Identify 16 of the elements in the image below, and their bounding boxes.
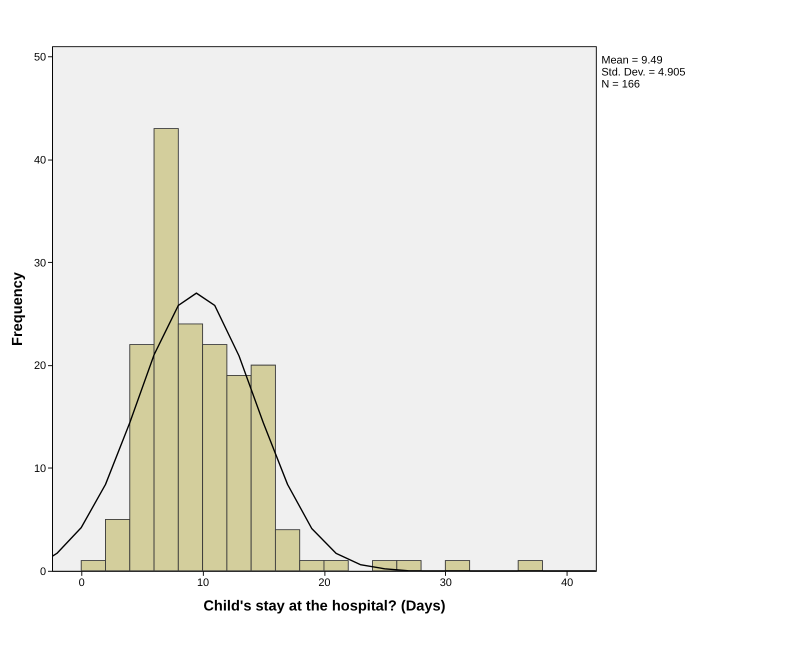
y-tick-label: 30 (34, 257, 46, 270)
y-tick-label: 40 (34, 154, 46, 167)
text: Mean = 9.49 (601, 54, 663, 67)
x-axis-title: Child's stay at the hospital? (Days) (203, 598, 446, 615)
x-tick-label: 0 (78, 576, 85, 589)
y-tick-label: 20 (34, 360, 46, 372)
y-axis-title: Frequency (10, 271, 26, 346)
y-tick-label: 50 (34, 52, 46, 64)
x-tick-label: 30 (440, 576, 452, 589)
y-tick-label: 10 (34, 463, 46, 476)
text: Std. Dev. = 4.905 (601, 66, 686, 79)
x-tick-label: 10 (196, 576, 210, 589)
x-tick-label: 40 (561, 576, 574, 589)
text: N = 166 (601, 78, 640, 90)
x-tick-label: 20 (318, 576, 331, 589)
y-tick-label: 0 (40, 566, 46, 578)
